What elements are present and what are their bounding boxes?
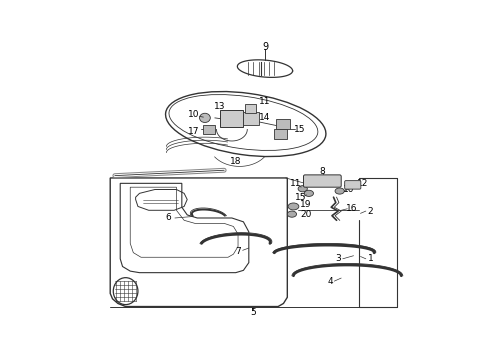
FancyBboxPatch shape: [344, 181, 361, 189]
Text: 18: 18: [230, 157, 242, 166]
Text: 12: 12: [357, 179, 368, 188]
Text: 13: 13: [214, 102, 225, 111]
Text: 5: 5: [250, 308, 256, 317]
Text: 20: 20: [300, 210, 312, 219]
FancyBboxPatch shape: [276, 120, 290, 129]
Ellipse shape: [304, 190, 314, 197]
Ellipse shape: [199, 113, 210, 122]
Text: 15: 15: [295, 193, 307, 202]
Text: 2: 2: [368, 207, 373, 216]
Text: 10: 10: [188, 109, 199, 118]
Ellipse shape: [335, 188, 344, 194]
FancyBboxPatch shape: [244, 112, 259, 125]
FancyBboxPatch shape: [245, 104, 256, 113]
FancyBboxPatch shape: [274, 129, 287, 139]
Text: 10: 10: [343, 185, 355, 194]
Text: 4: 4: [328, 278, 333, 287]
Text: 14: 14: [259, 113, 270, 122]
Text: 7: 7: [235, 247, 241, 256]
Text: 19: 19: [300, 200, 312, 209]
Ellipse shape: [298, 186, 307, 192]
Ellipse shape: [288, 203, 299, 210]
Text: 17: 17: [188, 127, 199, 136]
Text: 9: 9: [262, 42, 268, 52]
Text: 6: 6: [166, 213, 171, 222]
FancyBboxPatch shape: [220, 110, 243, 127]
Text: 1: 1: [368, 254, 373, 263]
Text: 11: 11: [290, 179, 301, 188]
Text: 15: 15: [294, 125, 305, 134]
Ellipse shape: [287, 211, 296, 217]
FancyBboxPatch shape: [203, 125, 215, 134]
FancyBboxPatch shape: [303, 175, 341, 187]
Text: 8: 8: [320, 167, 326, 176]
Text: 3: 3: [335, 254, 341, 263]
Text: 16: 16: [345, 204, 357, 213]
Text: 11: 11: [259, 97, 271, 106]
